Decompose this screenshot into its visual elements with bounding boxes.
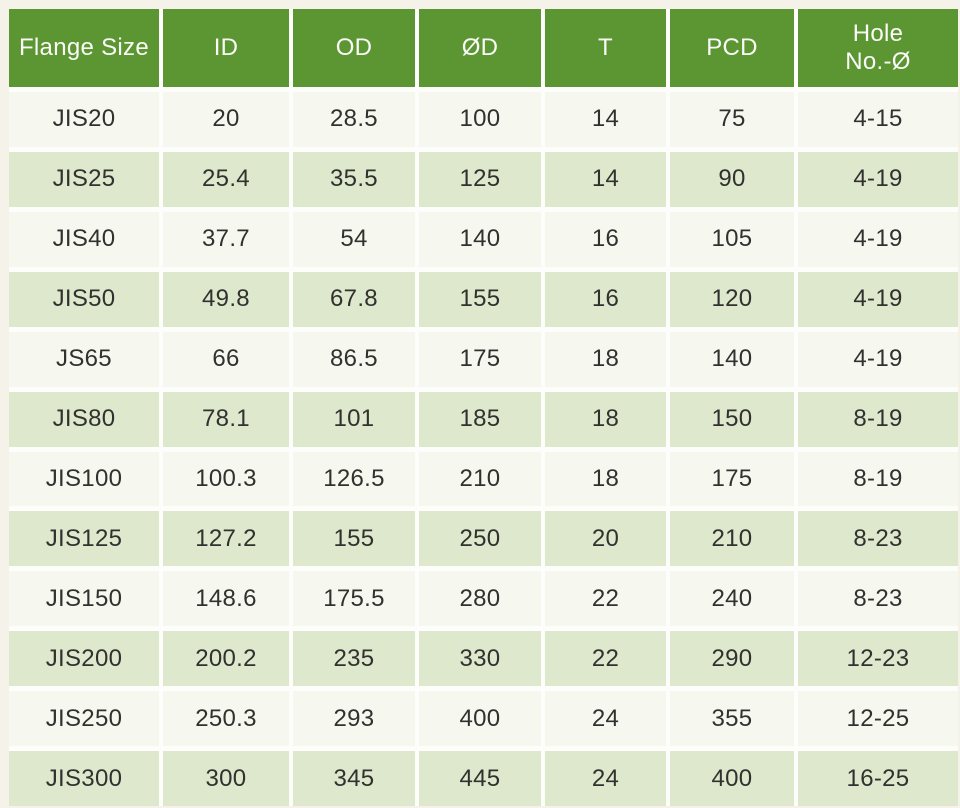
table-cell: 54 xyxy=(293,211,415,267)
table-cell: 125 xyxy=(419,151,541,207)
row-label: JIS150 xyxy=(9,571,159,627)
table-cell: 67.8 xyxy=(293,271,415,327)
table-cell: 293 xyxy=(293,691,415,747)
row-label: JIS80 xyxy=(9,391,159,447)
table-cell: 90 xyxy=(670,151,794,207)
column-header-flange-size: Flange Size xyxy=(9,9,159,87)
table-cell: 250.3 xyxy=(163,691,289,747)
table-cell: 4-15 xyxy=(798,92,958,147)
table-cell: 16-25 xyxy=(798,751,958,806)
table-cell: 127.2 xyxy=(163,511,289,567)
row-label: JIS20 xyxy=(9,92,159,147)
table-cell: 185 xyxy=(419,391,541,447)
table-cell: 445 xyxy=(419,751,541,806)
table-cell: 35.5 xyxy=(293,151,415,207)
column-header-d: ØD xyxy=(419,9,541,87)
table-cell: 400 xyxy=(670,751,794,806)
table-cell: 290 xyxy=(670,631,794,687)
row-label: JIS40 xyxy=(9,211,159,267)
row-label: JIS100 xyxy=(9,451,159,507)
table-cell: 18 xyxy=(545,451,666,507)
table-cell: 175 xyxy=(419,331,541,387)
table-cell: 126.5 xyxy=(293,451,415,507)
row-label: JIS300 xyxy=(9,751,159,806)
table-cell: 175 xyxy=(670,451,794,507)
table-cell: 4-19 xyxy=(798,271,958,327)
table-cell: 12-23 xyxy=(798,631,958,687)
column-header-hole-no-d: Hole No.-Ø xyxy=(798,9,958,87)
row-label: JIS25 xyxy=(9,151,159,207)
table-cell: 140 xyxy=(419,211,541,267)
table-cell: 101 xyxy=(293,391,415,447)
row-label: JIS50 xyxy=(9,271,159,327)
table-cell: 400 xyxy=(419,691,541,747)
table-cell: 14 xyxy=(545,151,666,207)
table-cell: 345 xyxy=(293,751,415,806)
column-header-t: T xyxy=(545,9,666,87)
table-cell: 8-19 xyxy=(798,451,958,507)
table-cell: 250 xyxy=(419,511,541,567)
table-cell: 22 xyxy=(545,631,666,687)
row-label: JS65 xyxy=(9,331,159,387)
table-cell: 12-25 xyxy=(798,691,958,747)
table-cell: 240 xyxy=(670,571,794,627)
table-cell: 18 xyxy=(545,331,666,387)
table-cell: 330 xyxy=(419,631,541,687)
table-cell: 175.5 xyxy=(293,571,415,627)
table-cell: 210 xyxy=(670,511,794,567)
table-cell: 100.3 xyxy=(163,451,289,507)
table-cell: 24 xyxy=(545,751,666,806)
table-cell: 155 xyxy=(419,271,541,327)
table-cell: 14 xyxy=(545,92,666,147)
table-cell: 100 xyxy=(419,92,541,147)
table-cell: 210 xyxy=(419,451,541,507)
table-cell: 4-19 xyxy=(798,151,958,207)
table-cell: 148.6 xyxy=(163,571,289,627)
table-cell: 4-19 xyxy=(798,331,958,387)
table-cell: 300 xyxy=(163,751,289,806)
table-cell: 20 xyxy=(163,92,289,147)
table-cell: 22 xyxy=(545,571,666,627)
table-cell: 235 xyxy=(293,631,415,687)
table-cell: 16 xyxy=(545,271,666,327)
table-cell: 140 xyxy=(670,331,794,387)
column-header-pcd: PCD xyxy=(670,9,794,87)
row-label: JIS125 xyxy=(9,511,159,567)
table-cell: 8-23 xyxy=(798,511,958,567)
table-cell: 4-19 xyxy=(798,211,958,267)
column-header-id: ID xyxy=(163,9,289,87)
table-cell: 155 xyxy=(293,511,415,567)
table-cell: 20 xyxy=(545,511,666,567)
table-cell: 280 xyxy=(419,571,541,627)
row-label: JIS250 xyxy=(9,691,159,747)
table-cell: 66 xyxy=(163,331,289,387)
table-cell: 86.5 xyxy=(293,331,415,387)
table-cell: 24 xyxy=(545,691,666,747)
row-label: JIS200 xyxy=(9,631,159,687)
table-cell: 8-19 xyxy=(798,391,958,447)
table-cell: 8-23 xyxy=(798,571,958,627)
table-cell: 28.5 xyxy=(293,92,415,147)
table-cell: 16 xyxy=(545,211,666,267)
table-cell: 200.2 xyxy=(163,631,289,687)
table-cell: 25.4 xyxy=(163,151,289,207)
column-header-od: OD xyxy=(293,9,415,87)
table-cell: 120 xyxy=(670,271,794,327)
table-cell: 18 xyxy=(545,391,666,447)
table-cell: 150 xyxy=(670,391,794,447)
table-cell: 105 xyxy=(670,211,794,267)
table-cell: 75 xyxy=(670,92,794,147)
table-cell: 355 xyxy=(670,691,794,747)
table-cell: 37.7 xyxy=(163,211,289,267)
flange-table: Flange Size ID OD ØD T PCD Hole No.-Ø JIS20 20 28… xyxy=(9,9,958,806)
table-cell: 49.8 xyxy=(163,271,289,327)
table-cell: 78.1 xyxy=(163,391,289,447)
